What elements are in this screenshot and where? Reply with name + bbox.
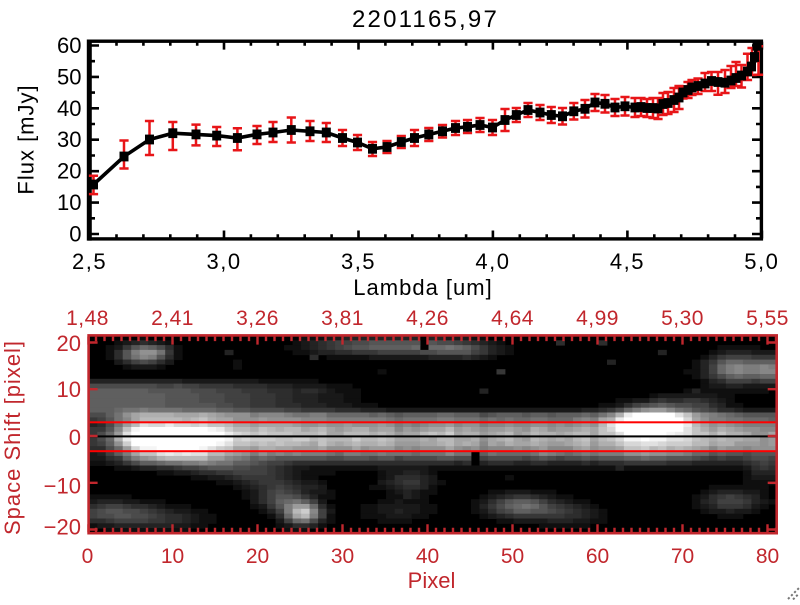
svg-text:5,0: 5,0 xyxy=(744,249,779,274)
svg-text:3,5: 3,5 xyxy=(341,249,376,274)
svg-text:60: 60 xyxy=(57,33,81,58)
svg-text:4,99: 4,99 xyxy=(576,307,619,330)
svg-text:5,55: 5,55 xyxy=(746,307,789,330)
svg-text:−10: −10 xyxy=(44,474,81,499)
svg-text:20: 20 xyxy=(57,331,81,356)
svg-text:80: 80 xyxy=(756,545,779,568)
svg-text:−20: −20 xyxy=(44,515,81,540)
svg-text:10: 10 xyxy=(57,377,81,402)
svg-text:4,64: 4,64 xyxy=(491,307,534,330)
svg-text:50: 50 xyxy=(57,64,81,89)
svg-text:0: 0 xyxy=(69,425,81,450)
svg-text:0: 0 xyxy=(82,545,94,568)
svg-text:3,0: 3,0 xyxy=(207,249,242,274)
svg-text:4,26: 4,26 xyxy=(406,307,449,330)
svg-text:40: 40 xyxy=(57,96,81,121)
svg-text:0: 0 xyxy=(69,222,81,247)
svg-text:3,81: 3,81 xyxy=(321,307,364,330)
svg-text:10: 10 xyxy=(161,545,184,568)
svg-text:4,5: 4,5 xyxy=(610,249,645,274)
svg-text:50: 50 xyxy=(501,545,524,568)
svg-text:Flux [mJy]: Flux [mJy] xyxy=(14,84,39,194)
svg-text:30: 30 xyxy=(331,545,354,568)
svg-text:60: 60 xyxy=(586,545,609,568)
svg-text:Pixel: Pixel xyxy=(408,568,456,593)
svg-text:20: 20 xyxy=(246,545,269,568)
svg-text:2,5: 2,5 xyxy=(72,249,107,274)
svg-text:40: 40 xyxy=(416,545,439,568)
svg-text:2,41: 2,41 xyxy=(151,307,194,330)
svg-text:5,30: 5,30 xyxy=(661,307,704,330)
svg-text:1,48: 1,48 xyxy=(66,307,109,330)
svg-text:Space Shift [pixel]: Space Shift [pixel] xyxy=(0,340,25,535)
svg-text:10: 10 xyxy=(57,190,81,215)
svg-text:Lambda [um]: Lambda [um] xyxy=(353,275,492,300)
svg-text:70: 70 xyxy=(671,545,694,568)
svg-text:3,26: 3,26 xyxy=(236,307,279,330)
svg-text:20: 20 xyxy=(57,159,81,184)
svg-text:30: 30 xyxy=(57,127,81,152)
svg-text:4,0: 4,0 xyxy=(475,249,510,274)
svg-text:2201165,97: 2201165,97 xyxy=(352,6,499,33)
